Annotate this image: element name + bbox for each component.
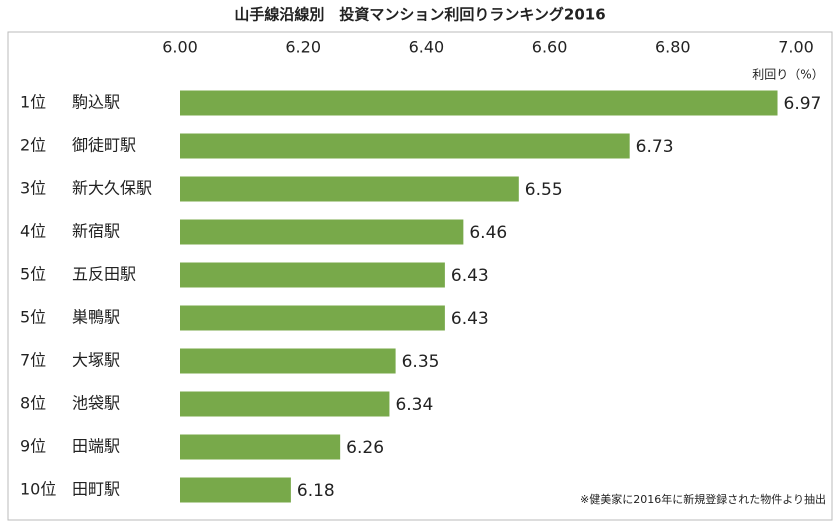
value-label: 6.35 bbox=[402, 352, 440, 372]
rank-label: 8位 bbox=[20, 394, 46, 413]
bar bbox=[180, 434, 341, 460]
y-tick-label: 新宿駅 bbox=[72, 222, 120, 241]
value-label: 6.46 bbox=[469, 223, 507, 243]
rank-label: 5位 bbox=[20, 265, 46, 284]
y-tick-label: 御徒町駅 bbox=[72, 136, 136, 155]
y-tick-label: 駒込駅 bbox=[72, 93, 120, 112]
y-tick-label: 五反田駅 bbox=[72, 265, 136, 284]
value-label: 6.73 bbox=[636, 137, 674, 157]
rank-label: 4位 bbox=[20, 222, 46, 241]
bar bbox=[180, 391, 390, 417]
chart-frame bbox=[7, 31, 833, 521]
y-tick-label: 新大久保駅 bbox=[72, 179, 152, 198]
note: ※健美家に2016年に新規登録された物件より抽出 bbox=[580, 492, 826, 506]
value-label: 6.43 bbox=[451, 266, 489, 286]
x-tick-label: 6.00 bbox=[162, 38, 198, 57]
bar bbox=[180, 219, 464, 245]
x-tick-label: 7.00 bbox=[778, 38, 814, 57]
value-label: 6.18 bbox=[297, 481, 335, 501]
value-label: 6.43 bbox=[451, 309, 489, 329]
x-tick-label: 6.40 bbox=[409, 38, 445, 57]
rank-label: 3位 bbox=[20, 179, 46, 198]
y-tick-label: 巣鴨駅 bbox=[72, 308, 120, 327]
bar bbox=[180, 477, 291, 503]
rank-label: 1位 bbox=[20, 93, 46, 112]
axis-label: 利回り（%） bbox=[752, 68, 823, 82]
rank-label: 2位 bbox=[20, 136, 46, 155]
y-tick-label: 田町駅 bbox=[72, 480, 120, 499]
rank-label: 5位 bbox=[20, 308, 46, 327]
x-tick-label: 6.20 bbox=[285, 38, 321, 57]
chart-title: 山手線沿線別 投資マンション利回りランキング2016 bbox=[234, 6, 605, 24]
bar bbox=[180, 348, 396, 374]
rank-label: 7位 bbox=[20, 351, 46, 370]
bar bbox=[180, 176, 519, 202]
value-label: 6.26 bbox=[346, 438, 384, 458]
y-tick-label: 池袋駅 bbox=[72, 394, 120, 413]
value-label: 6.34 bbox=[395, 395, 433, 415]
value-label: 6.55 bbox=[525, 180, 563, 200]
bar bbox=[180, 90, 778, 116]
x-tick-label: 6.60 bbox=[532, 38, 568, 57]
x-tick-label: 6.80 bbox=[655, 38, 691, 57]
rank-label: 9位 bbox=[20, 437, 46, 456]
bar bbox=[180, 262, 445, 288]
bar bbox=[180, 305, 445, 331]
bar bbox=[180, 133, 630, 159]
value-label: 6.97 bbox=[784, 94, 822, 114]
rank-label: 10位 bbox=[20, 480, 56, 499]
y-tick-label: 田端駅 bbox=[72, 437, 120, 456]
y-tick-label: 大塚駅 bbox=[72, 351, 120, 370]
